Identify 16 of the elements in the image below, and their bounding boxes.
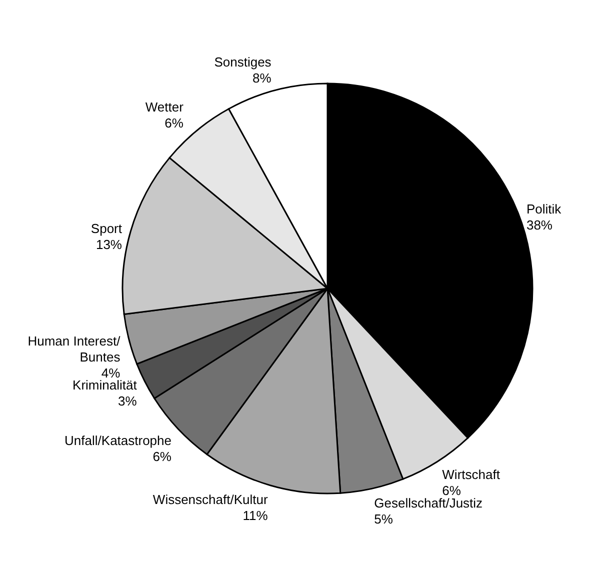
slice-label: Sonstiges xyxy=(214,54,272,70)
data-label: 13% xyxy=(96,236,122,252)
data-label: 3% xyxy=(118,394,138,409)
slice-label: Human Interest/ Buntes xyxy=(28,334,121,365)
data-label: 6% xyxy=(152,448,172,464)
slice-label: Wissenschaft/Kultur xyxy=(152,492,268,508)
slice-label: Wetter xyxy=(145,99,184,114)
data-label: 8% xyxy=(252,70,272,86)
data-label: 38% xyxy=(526,218,553,233)
data-label: 5% xyxy=(374,511,394,526)
data-label: 6% xyxy=(164,115,184,130)
slice-label: Unfall/Katastrophe xyxy=(64,432,172,448)
slice-label: Wirtschaft xyxy=(442,467,500,482)
slice-label: Politik xyxy=(526,202,562,217)
data-label: 11% xyxy=(242,508,268,524)
slice-label: Sport xyxy=(90,220,122,236)
